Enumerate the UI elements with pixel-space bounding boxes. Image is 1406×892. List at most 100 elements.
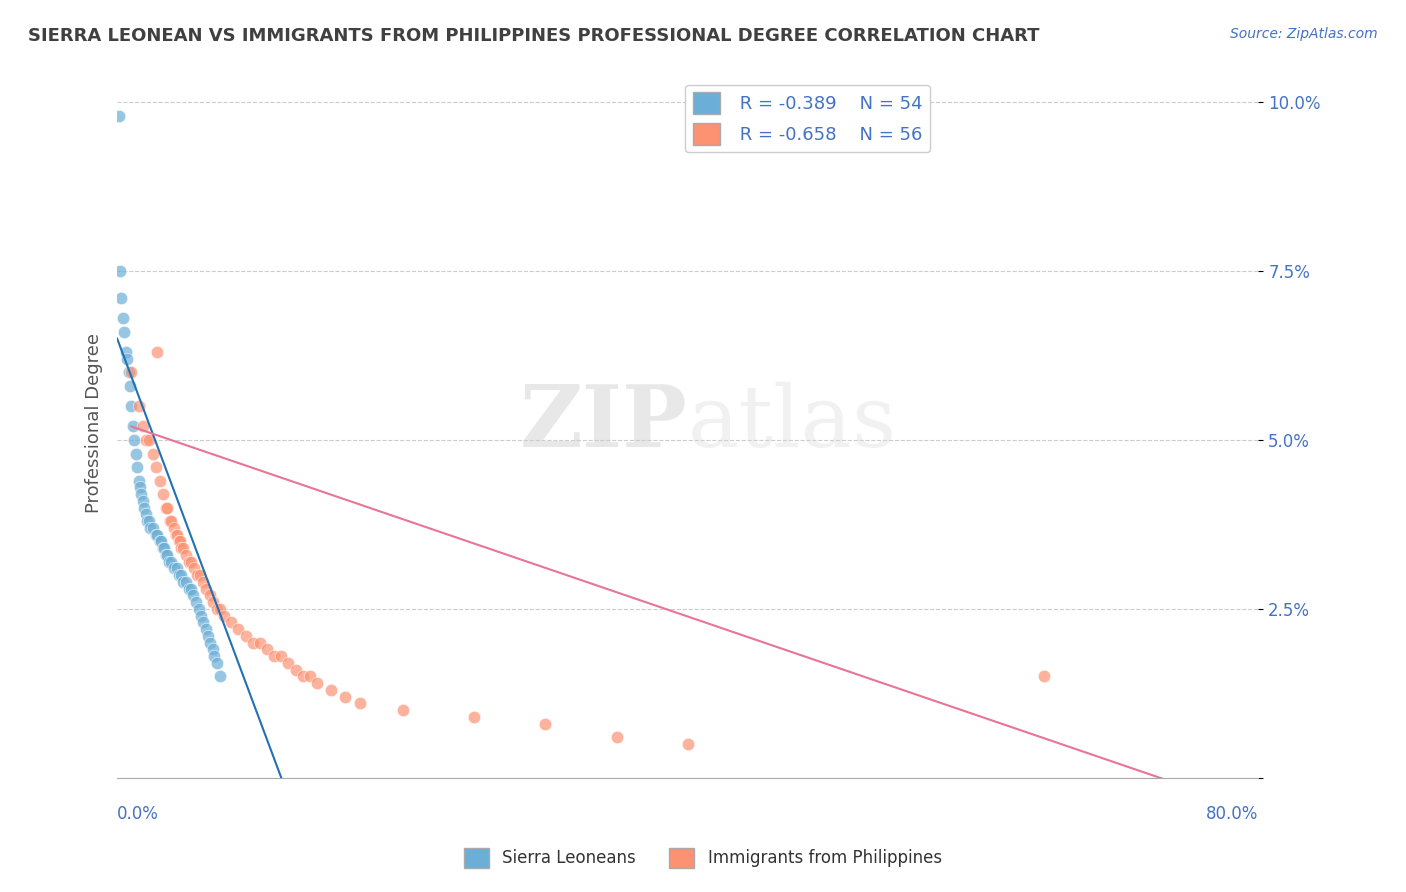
Point [112,325,135,339]
Point [284,663,307,677]
Point [172,574,194,589]
Point [190,608,212,623]
Point [155,500,177,515]
Text: 0.0%: 0.0% [117,805,159,823]
Y-axis label: Professional Degree: Professional Degree [86,333,103,513]
Point [163,521,186,535]
Text: atlas: atlas [688,382,897,465]
Point [146,345,169,359]
Legend: Sierra Leoneans, Immigrants from Philippines: Sierra Leoneans, Immigrants from Philipp… [457,841,949,875]
Point [391,703,413,717]
Point [152,487,174,501]
Point [305,676,328,690]
Point [235,629,257,643]
Point [150,534,173,549]
Point [138,433,160,447]
Point [155,548,177,562]
Point [208,602,231,616]
Point [157,555,180,569]
Point [124,433,146,447]
Point [117,366,139,380]
Point [108,264,131,278]
Point [208,669,231,683]
Point [463,710,485,724]
Point [335,690,357,704]
Point [120,366,142,380]
Point [188,568,211,582]
Point [149,534,172,549]
Legend:  R = -0.389    N = 54,  R = -0.658    N = 56: R = -0.389 N = 54, R = -0.658 N = 56 [685,85,929,153]
Point [194,582,217,596]
Point [201,595,224,609]
Point [205,656,228,670]
Point [180,555,202,569]
Point [212,608,235,623]
Point [263,649,285,664]
Point [298,669,321,683]
Point [107,109,129,123]
Point [169,534,191,549]
Point [153,541,176,555]
Point [115,351,138,366]
Point [127,460,149,475]
Point [221,615,243,630]
Point [242,635,264,649]
Point [110,291,132,305]
Text: ZIP: ZIP [520,381,688,465]
Point [201,642,224,657]
Point [1033,669,1056,683]
Point [136,514,159,528]
Point [131,487,153,501]
Point [184,595,207,609]
Point [139,521,162,535]
Point [146,527,169,541]
Point [159,514,181,528]
Point [170,568,193,582]
Point [129,480,152,494]
Point [191,574,214,589]
Point [165,527,187,541]
Point [118,379,141,393]
Point [142,521,165,535]
Point [180,582,202,596]
Point [111,311,134,326]
Point [120,399,142,413]
Point [676,737,699,751]
Point [156,548,179,562]
Point [205,602,228,616]
Point [167,534,190,549]
Point [167,568,190,582]
Point [321,682,343,697]
Point [187,602,209,616]
Point [128,399,150,413]
Point [135,433,157,447]
Text: 80.0%: 80.0% [1206,805,1258,823]
Point [135,508,157,522]
Point [605,730,627,744]
Point [160,555,183,569]
Point [152,541,174,555]
Point [177,582,200,596]
Point [291,669,314,683]
Point [256,642,278,657]
Point [149,474,172,488]
Point [138,514,160,528]
Point [249,635,271,649]
Point [270,649,292,664]
Point [349,697,371,711]
Point [172,541,194,555]
Point [166,561,188,575]
Point [128,474,150,488]
Point [156,500,179,515]
Point [198,635,221,649]
Point [174,574,197,589]
Point [170,541,193,555]
Point [134,500,156,515]
Point [174,548,197,562]
Point [194,622,217,636]
Point [145,460,167,475]
Point [202,649,225,664]
Point [125,446,148,460]
Point [181,588,204,602]
Point [177,555,200,569]
